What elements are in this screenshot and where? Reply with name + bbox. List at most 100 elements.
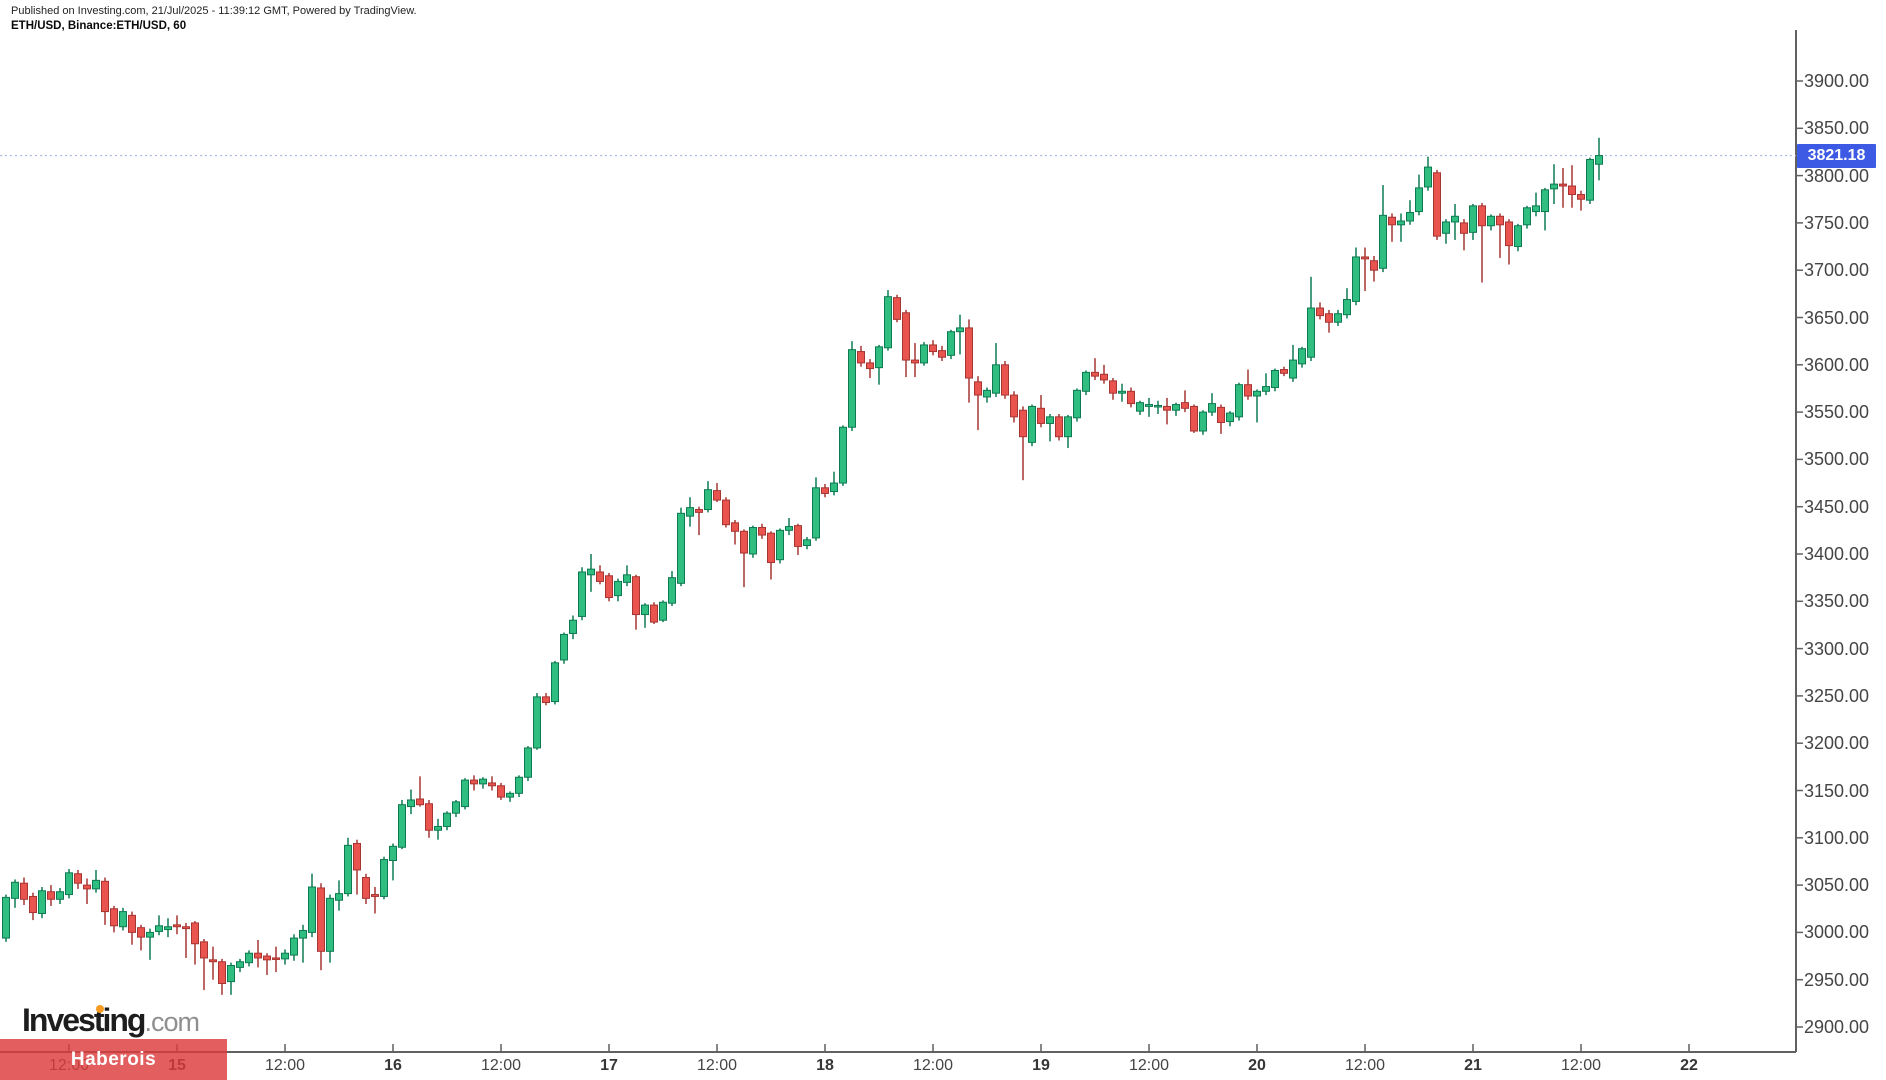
- candle: [290, 934, 298, 961]
- candle: [524, 746, 532, 782]
- candle-body: [434, 825, 442, 831]
- candle: [1496, 213, 1504, 258]
- candle-body: [380, 859, 388, 897]
- candle-body: [866, 362, 874, 370]
- time-axis-label: 12:00: [1344, 1057, 1386, 1074]
- candle: [1505, 219, 1513, 265]
- candle: [533, 693, 541, 750]
- time-axis-label: 12:00: [480, 1057, 522, 1074]
- candle: [101, 877, 109, 925]
- candle: [182, 922, 190, 958]
- candle-body: [587, 568, 595, 576]
- candle: [1343, 288, 1351, 319]
- candle-body: [803, 539, 811, 546]
- candle-body: [695, 509, 703, 513]
- candle-body: [56, 891, 64, 900]
- candle: [137, 924, 145, 951]
- candle-body: [1370, 260, 1378, 271]
- investing-logo: Investing.com: [22, 1002, 200, 1039]
- candle-body: [218, 961, 226, 984]
- candle-body: [974, 381, 982, 396]
- candle: [1523, 205, 1531, 229]
- candle-body: [1154, 404, 1162, 408]
- candle: [11, 879, 19, 908]
- candle-body: [515, 776, 523, 794]
- candle: [1091, 358, 1099, 380]
- candle: [218, 958, 226, 995]
- candle-body: [1595, 155, 1603, 165]
- candle-body: [209, 959, 217, 963]
- price-axis-label: 3150.00: [1804, 780, 1870, 801]
- candle: [1127, 387, 1135, 408]
- candle: [1199, 410, 1207, 435]
- candle: [119, 907, 127, 931]
- candle-body: [227, 965, 235, 983]
- candle: [425, 799, 433, 838]
- candle-body: [839, 426, 847, 484]
- candle-body: [767, 532, 775, 564]
- candle-body: [1334, 313, 1342, 323]
- candle: [1469, 203, 1477, 240]
- candle-body: [1388, 216, 1396, 226]
- candle-body: [1181, 402, 1189, 409]
- candle: [146, 928, 154, 960]
- candle-body: [326, 897, 334, 952]
- candle: [1073, 388, 1081, 422]
- candle: [1442, 219, 1450, 244]
- time-axis-label: 12:00: [264, 1057, 306, 1074]
- candle-body: [488, 782, 496, 787]
- candle: [317, 883, 325, 971]
- candle-body: [1505, 221, 1513, 247]
- candle: [434, 818, 442, 840]
- candle-body: [650, 604, 658, 623]
- candle-body: [92, 879, 100, 890]
- candle: [758, 523, 766, 539]
- price-axis-label: 3400.00: [1804, 544, 1870, 564]
- candle-body: [1433, 172, 1441, 237]
- candle: [1019, 406, 1027, 481]
- price-axis-label: 3450.00: [1804, 496, 1870, 517]
- candle-body: [542, 696, 550, 704]
- candle: [1082, 370, 1090, 396]
- candle-body: [254, 952, 262, 959]
- candle: [443, 811, 451, 831]
- candle-body: [1208, 403, 1216, 413]
- candle-body: [1091, 371, 1099, 377]
- candle-body: [1127, 390, 1135, 405]
- candle-body: [749, 527, 757, 555]
- candle: [902, 309, 910, 378]
- candle: [1271, 368, 1279, 392]
- candle: [1145, 397, 1153, 417]
- candle-body: [1100, 373, 1108, 381]
- candle: [641, 603, 649, 628]
- candle-body: [353, 842, 361, 871]
- candle: [200, 939, 208, 991]
- candle: [2, 894, 10, 942]
- candle-body: [1541, 189, 1549, 213]
- price-axis-label: 3550.00: [1804, 402, 1870, 423]
- candle: [1280, 366, 1288, 377]
- candle: [20, 877, 28, 905]
- candle-body: [263, 955, 271, 961]
- candle: [812, 477, 820, 541]
- candle-body: [1451, 215, 1459, 223]
- candle-body: [1010, 394, 1018, 418]
- candle: [578, 567, 586, 621]
- candle-body: [416, 798, 424, 806]
- candle: [461, 778, 469, 810]
- candle: [1289, 344, 1297, 382]
- candle: [1262, 373, 1270, 396]
- candle: [362, 873, 370, 905]
- candle-body: [38, 890, 46, 914]
- candle-body: [281, 952, 289, 960]
- time-axis-label: 21: [1464, 1057, 1482, 1074]
- candle-body: [119, 911, 127, 928]
- candle: [1100, 364, 1108, 384]
- candle: [1064, 414, 1072, 449]
- candle-body: [1226, 412, 1234, 423]
- candle-body: [20, 882, 28, 900]
- candle-body: [389, 845, 397, 862]
- candle: [281, 949, 289, 965]
- price-axis-label: 3350.00: [1804, 591, 1870, 612]
